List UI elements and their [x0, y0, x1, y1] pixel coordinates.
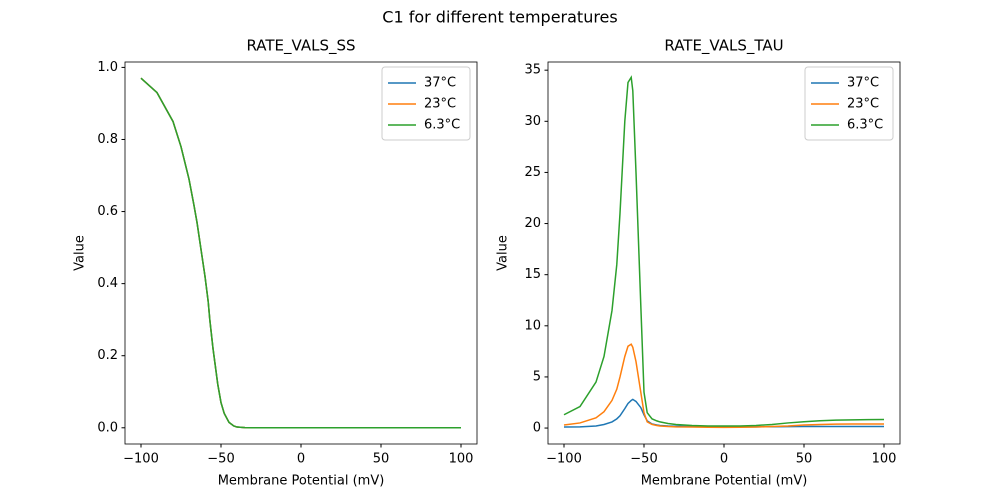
y-tick-label: 0.6 [97, 204, 118, 219]
x-tick-label: 0 [720, 452, 728, 467]
y-tick-label: 1.0 [97, 60, 118, 75]
x-tick-label: 0 [297, 452, 305, 467]
legend-label: 6.3°C [847, 118, 883, 133]
series-line [563, 343, 884, 429]
y-tick-label: 20 [524, 216, 541, 231]
y-tick-label: 5 [533, 369, 541, 384]
x-tick-label: 50 [796, 452, 813, 467]
x-axis-label: Membrane Potential (mV) [641, 474, 808, 489]
y-tick-label: 0.4 [97, 276, 118, 291]
axes-title: RATE_VALS_TAU [664, 37, 783, 56]
y-tick-label: 25 [524, 165, 541, 180]
legend-label: 37°C [847, 76, 879, 91]
x-tick-label: −50 [207, 452, 234, 467]
axes-frame [124, 61, 478, 445]
y-tick-label: 0.0 [97, 420, 118, 435]
y-tick-label: 0.8 [97, 132, 118, 147]
figure-title: C1 for different temperatures [382, 8, 617, 27]
x-tick-label: −100 [123, 452, 159, 467]
y-axis-label: Value [73, 235, 88, 271]
series-line [563, 398, 884, 428]
x-tick-label: −100 [546, 452, 582, 467]
y-tick-label: 0.2 [97, 348, 118, 363]
legend-label: 37°C [424, 76, 456, 91]
series-line [563, 75, 885, 427]
y-axis-label: Value [496, 235, 511, 271]
x-tick-label: 100 [449, 452, 474, 467]
legend-frame [381, 66, 471, 141]
axes-title: RATE_VALS_SS [246, 37, 355, 56]
legend-label: 6.3°C [424, 118, 460, 133]
x-tick-label: 100 [872, 452, 897, 467]
legend-label: 23°C [424, 97, 456, 112]
y-tick-label: 10 [524, 318, 541, 333]
y-tick-label: 30 [524, 114, 541, 129]
y-tick-label: 15 [524, 267, 541, 282]
legend-label: 23°C [847, 97, 879, 112]
y-tick-label: 0 [533, 421, 541, 436]
series-line [140, 77, 461, 429]
legend-frame [804, 66, 894, 141]
y-tick-label: 35 [524, 63, 541, 78]
x-tick-label: −50 [630, 452, 657, 467]
x-tick-label: 50 [373, 452, 390, 467]
x-axis-label: Membrane Potential (mV) [218, 474, 385, 489]
axes-frame [547, 61, 901, 445]
